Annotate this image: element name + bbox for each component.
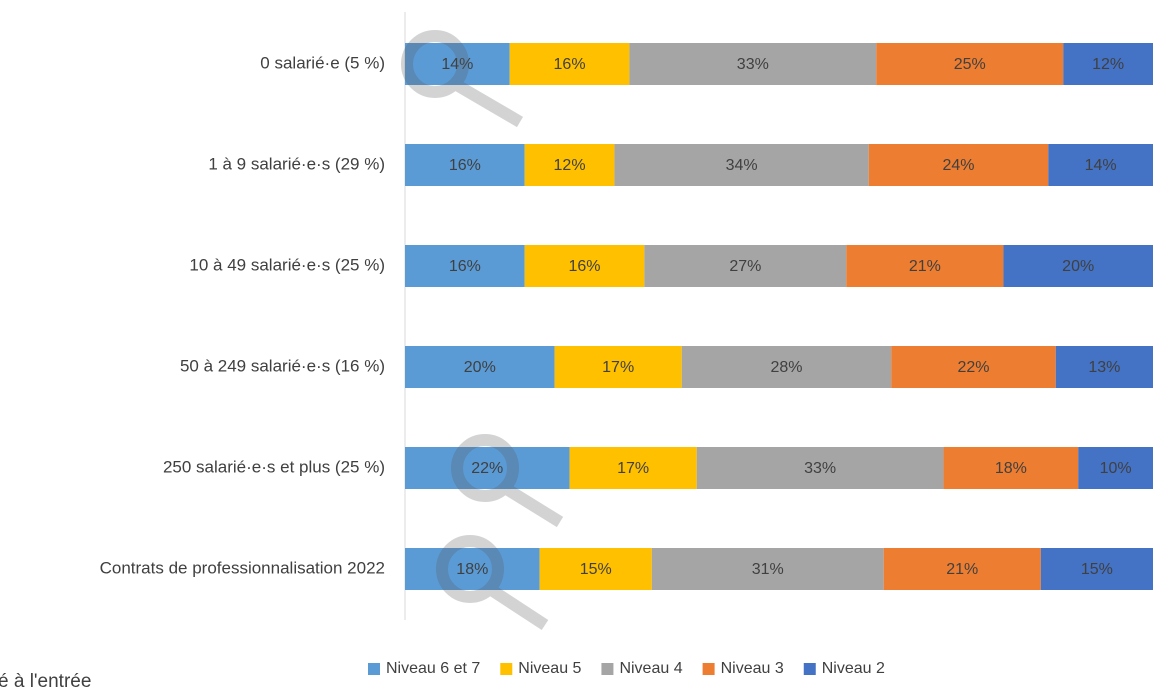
y-tick-label: 0 salarié·e (5 %): [260, 53, 385, 72]
legend-swatch: [500, 663, 513, 675]
data-label: 33%: [737, 56, 769, 73]
annotation: é à l'entrée: [0, 671, 91, 691]
data-label: 16%: [554, 56, 586, 73]
y-tick-label: 1 à 9 salarié·e·s (29 %): [208, 154, 385, 173]
legend-label: Niveau 4: [619, 660, 682, 677]
data-label: 21%: [909, 258, 941, 275]
bar-segment: [1078, 447, 1153, 489]
magnifier-icon: [451, 434, 564, 528]
data-label: 18%: [456, 561, 488, 578]
data-label: 17%: [617, 460, 649, 477]
bar-segment: [524, 245, 645, 287]
y-tick-label: 10 à 49 salarié·e·s (25 %): [189, 255, 385, 274]
bar-segment: [629, 43, 877, 85]
data-label: 22%: [957, 359, 989, 376]
bar-segment: [524, 144, 615, 186]
data-label: 15%: [580, 561, 612, 578]
bar-segment: [1048, 144, 1153, 186]
bar-segment: [943, 447, 1079, 489]
data-label: 27%: [729, 258, 761, 275]
bar-segment: [405, 346, 555, 388]
magnifier-icon: [436, 535, 549, 631]
data-label: 21%: [946, 561, 978, 578]
bar-segment: [405, 43, 510, 85]
bar-segment: [868, 144, 1049, 186]
data-label: 24%: [943, 157, 975, 174]
data-label: 10%: [1100, 460, 1132, 477]
bar-segment: [696, 447, 944, 489]
data-label: 14%: [441, 56, 473, 73]
bar-segment: [1055, 346, 1153, 388]
legend-swatch: [702, 663, 715, 675]
bars: 14% 16% 33% 25% 12% 16% 12% 34% 24% 14% 16% 16% 27% 2…: [405, 43, 1153, 590]
legend-swatch: [601, 663, 614, 675]
data-label: 14%: [1085, 157, 1117, 174]
bar-segment: [1003, 245, 1153, 287]
legend-swatch: [368, 663, 380, 675]
bar-segment: [405, 144, 525, 186]
bar-segment: [644, 245, 847, 287]
bar-segment: [876, 43, 1064, 85]
legend-label: Niveau 3: [721, 660, 784, 677]
data-label: 25%: [954, 56, 986, 73]
data-label: 16%: [569, 258, 601, 275]
legend-swatch: [803, 663, 816, 675]
y-tick-label: 50 à 249 salarié·e·s (16 %): [180, 356, 385, 375]
bar-segment: [1063, 43, 1153, 85]
bar-segment: [509, 43, 630, 85]
bar-segment: [405, 447, 570, 489]
bar-segment: [569, 447, 697, 489]
bar-segment: [539, 548, 652, 590]
data-label: 31%: [752, 561, 784, 578]
bar-segment: [846, 245, 1004, 287]
data-label: 12%: [554, 157, 586, 174]
legend-label: Niveau 2: [822, 660, 885, 677]
data-label: 34%: [726, 157, 758, 174]
data-label: 33%: [804, 460, 836, 477]
watermarks: [401, 30, 564, 631]
data-label: 15%: [1081, 561, 1113, 578]
bar-segment: [614, 144, 869, 186]
bar-segment: [554, 346, 682, 388]
y-tick-label: 250 salarié·e·s et plus (25 %): [163, 457, 385, 476]
y-tick-label: Contrats de professionnalisation 2022: [100, 558, 385, 577]
data-label: 20%: [464, 359, 496, 376]
data-label: 16%: [449, 157, 481, 174]
magnifier-icon: [401, 30, 524, 128]
bar-segment: [1040, 548, 1153, 590]
legend-label: Niveau 6 et 7: [386, 660, 480, 677]
bar-segment: [405, 245, 525, 287]
bar-segment: [891, 346, 1056, 388]
data-label: 28%: [770, 359, 802, 376]
data-label: 20%: [1062, 258, 1094, 275]
bar-segment: [681, 346, 892, 388]
bar-segment: [883, 548, 1041, 590]
bar-segment: [651, 548, 884, 590]
data-label: 22%: [471, 460, 503, 477]
bar-segment: [405, 548, 540, 590]
data-label: 18%: [995, 460, 1027, 477]
legend-label: Niveau 5: [518, 660, 581, 677]
data-label: 16%: [449, 258, 481, 275]
data-label: 12%: [1092, 56, 1124, 73]
data-label: 13%: [1088, 359, 1120, 376]
data-label: 17%: [602, 359, 634, 376]
